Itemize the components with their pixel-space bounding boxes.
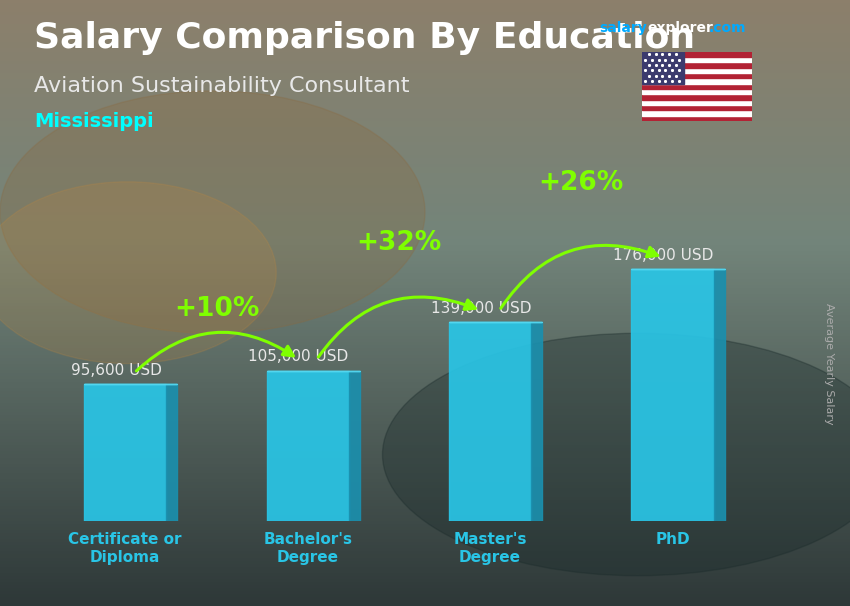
Text: 95,600 USD: 95,600 USD [71,363,162,378]
Bar [642,57,752,62]
Bar [642,52,752,57]
FancyArrowPatch shape [319,297,475,357]
Text: explorer: explorer [648,21,714,35]
Ellipse shape [382,333,850,576]
Bar [449,322,531,521]
Bar [642,95,752,100]
Polygon shape [531,322,542,521]
Bar [642,73,752,78]
Polygon shape [714,269,724,521]
Bar [267,371,348,521]
Text: +10%: +10% [173,296,259,322]
Bar [642,89,752,95]
Bar [642,110,752,116]
Text: +26%: +26% [539,170,624,196]
FancyArrowPatch shape [501,245,658,308]
Text: Aviation Sustainability Consultant: Aviation Sustainability Consultant [34,76,410,96]
Text: salary: salary [599,21,647,35]
Polygon shape [167,384,177,521]
Bar [632,269,714,521]
Text: Mississippi: Mississippi [34,112,154,131]
Text: +32%: +32% [356,230,441,256]
Bar [642,78,752,84]
Text: Average Yearly Salary: Average Yearly Salary [824,303,834,424]
Bar [642,68,752,73]
Bar [642,62,752,68]
Bar [642,52,683,84]
Ellipse shape [0,182,276,364]
Text: .com: .com [709,21,746,35]
Text: 139,000 USD: 139,000 USD [431,301,531,316]
Text: 105,000 USD: 105,000 USD [248,349,348,364]
Text: Salary Comparison By Education: Salary Comparison By Education [34,21,695,55]
Bar [642,116,752,121]
Bar [642,105,752,110]
Polygon shape [348,371,360,521]
Text: 176,000 USD: 176,000 USD [613,248,714,262]
Ellipse shape [0,91,425,333]
Bar [642,100,752,105]
Bar [642,84,752,89]
Bar [84,384,167,521]
FancyArrowPatch shape [136,332,293,371]
